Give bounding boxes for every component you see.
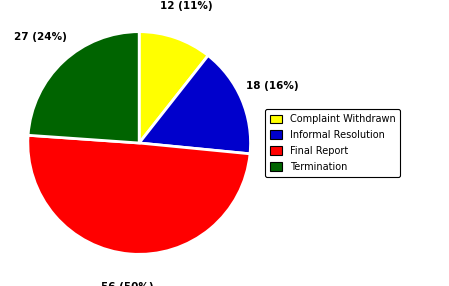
Text: 18 (16%): 18 (16%)	[246, 81, 299, 91]
Text: 27 (24%): 27 (24%)	[14, 32, 67, 42]
Wedge shape	[139, 55, 251, 154]
Wedge shape	[139, 32, 208, 143]
Wedge shape	[28, 135, 250, 254]
Wedge shape	[28, 32, 139, 143]
Legend: Complaint Withdrawn, Informal Resolution, Final Report, Termination: Complaint Withdrawn, Informal Resolution…	[265, 109, 400, 177]
Text: 12 (11%): 12 (11%)	[160, 1, 213, 11]
Text: 56 (50%): 56 (50%)	[101, 282, 154, 286]
